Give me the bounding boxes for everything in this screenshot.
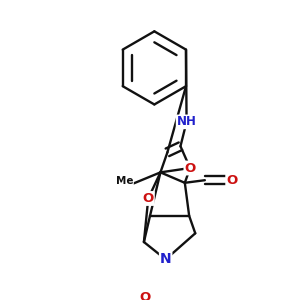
Text: Me: Me: [116, 176, 133, 186]
Text: O: O: [139, 291, 150, 300]
Text: O: O: [184, 161, 196, 175]
Text: O: O: [142, 192, 154, 205]
Text: O: O: [226, 174, 238, 187]
Text: N: N: [160, 252, 172, 266]
Text: NH: NH: [177, 116, 196, 128]
